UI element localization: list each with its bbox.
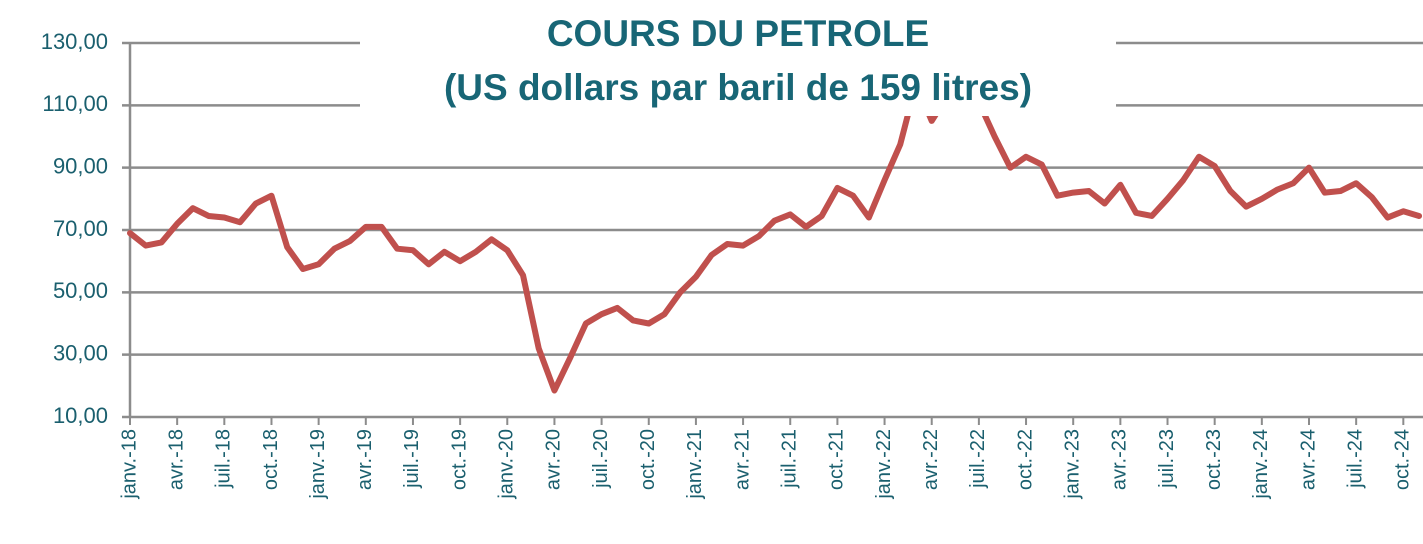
y-tick-label: 30,00 (53, 340, 108, 365)
chart-subtitle: (US dollars par baril de 159 litres) (444, 67, 1032, 108)
x-tick-label: janv.-20 (496, 429, 518, 500)
y-tick-label: 70,00 (53, 216, 108, 241)
x-tick-label: juil.-19 (401, 429, 423, 489)
x-tick-label: juil.-18 (213, 429, 235, 489)
x-tick-label: oct.-22 (1014, 429, 1036, 490)
y-tick-label: 130,00 (41, 29, 108, 54)
x-tick-label: oct.-24 (1392, 429, 1414, 490)
x-tick-label: juil.-21 (779, 429, 801, 489)
x-tick-label: janv.-18 (118, 429, 140, 500)
x-tick-label: avr.-18 (165, 429, 187, 490)
x-tick-label: juil.-24 (1344, 429, 1366, 489)
x-tick-label: avr.-19 (354, 429, 376, 490)
x-tick-label: oct.-21 (826, 429, 848, 490)
x-tick-label: juil.-23 (1156, 429, 1178, 489)
x-tick-label: janv.-22 (873, 429, 895, 500)
y-tick-label: 50,00 (53, 278, 108, 303)
x-tick-label: juil.-20 (590, 429, 612, 489)
chart-title: COURS DU PETROLE (547, 13, 929, 54)
x-tick-label: avr.-23 (1109, 429, 1131, 490)
plot-area (127, 64, 1423, 394)
x-tick-label: avr.-21 (731, 429, 753, 490)
x-tick-label: janv.-24 (1250, 429, 1272, 500)
x-tick-label: janv.-21 (684, 429, 706, 500)
x-tick-label: oct.-23 (1203, 429, 1225, 490)
y-tick-label: 110,00 (42, 91, 108, 116)
x-tick-label: janv.-19 (307, 429, 329, 500)
x-tick-label: avr.-22 (920, 429, 942, 490)
x-tick-label: oct.-18 (260, 429, 282, 490)
x-tick-label: oct.-20 (637, 429, 659, 490)
data-line (127, 64, 1423, 394)
x-tick-label: janv.-23 (1061, 429, 1083, 500)
x-tick-label: oct.-19 (448, 429, 470, 490)
x-tick-label: avr.-20 (543, 429, 565, 490)
title-background (360, 0, 1116, 116)
y-tick-label: 10,00 (53, 403, 108, 428)
x-tick-label: avr.-24 (1297, 429, 1319, 490)
y-tick-label: 90,00 (53, 153, 108, 178)
x-tick-label: juil.-22 (967, 429, 989, 489)
